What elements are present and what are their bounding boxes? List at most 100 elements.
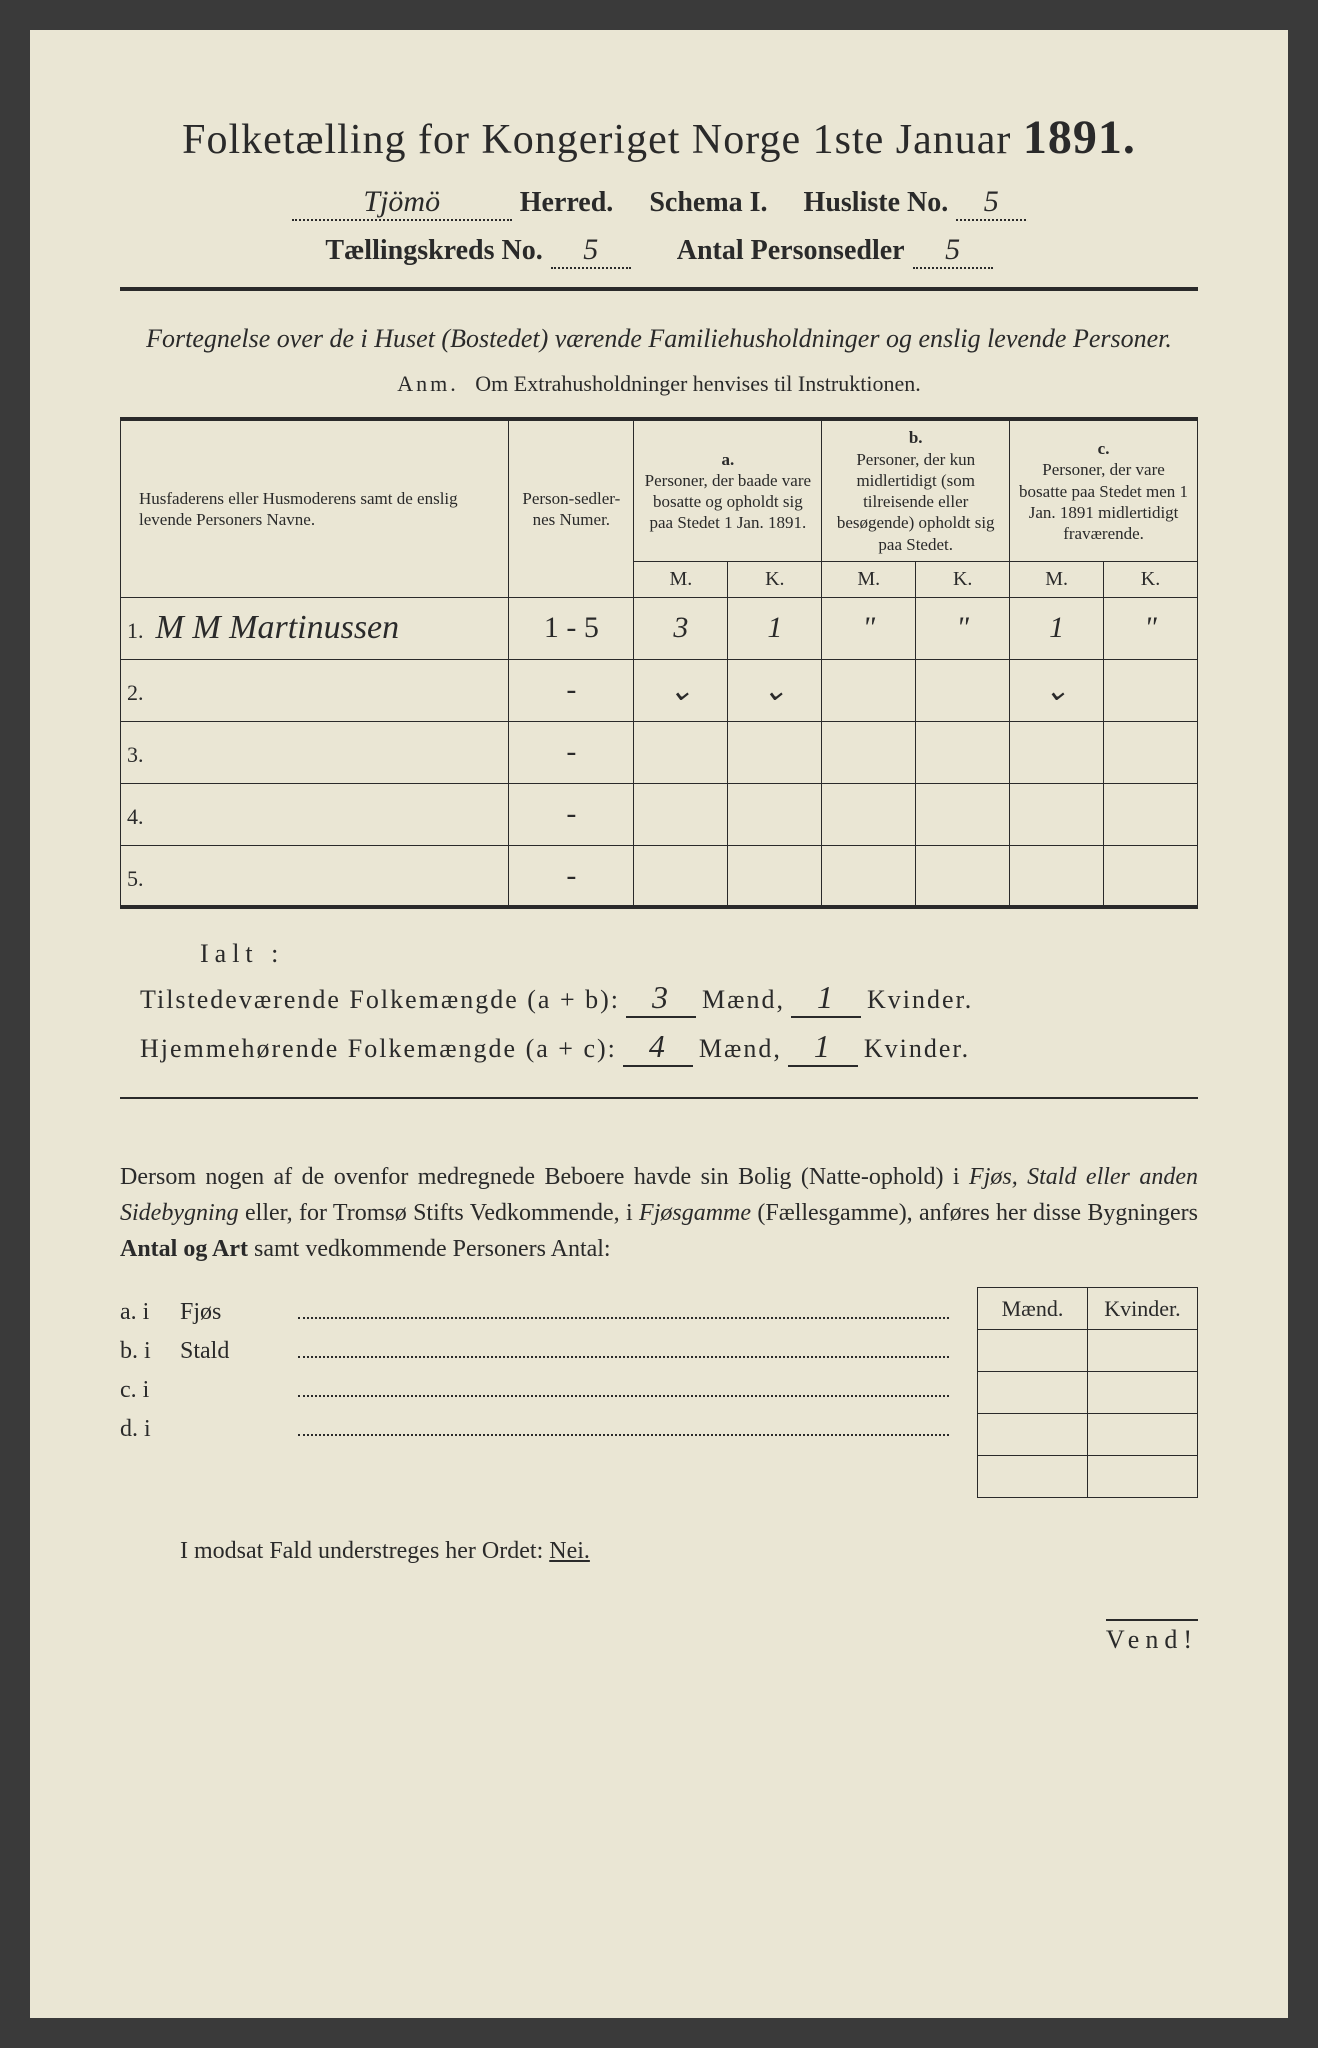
cell-bM (822, 845, 916, 907)
cell-bM (822, 659, 916, 721)
husliste-value: 5 (956, 185, 1026, 221)
rule-1 (120, 287, 1198, 291)
herred-label: Herred. (520, 187, 614, 219)
nei-prefix: I modsat Fald understreges her Ordet: (180, 1538, 549, 1564)
vend: Vend! (120, 1625, 1198, 1655)
th-cM: M. (1010, 561, 1104, 597)
totals-1-M: 3 (626, 979, 696, 1018)
ialt-label: Ialt : (200, 939, 1198, 969)
cell-name: 3. (121, 721, 509, 783)
table-row: 3.- (121, 721, 1198, 783)
totals-line-2: Hjemmehørende Folkemængde (a + c): 4 Mæn… (140, 1028, 1198, 1067)
cell-bM (822, 721, 916, 783)
th-cK: K. (1104, 561, 1198, 597)
cell-cK (1104, 721, 1198, 783)
header-line-2: Tællingskreds No. 5 Antal Personsedler 5 (120, 233, 1198, 269)
husliste-label: Husliste No. (804, 187, 949, 219)
th-b-label: b. (828, 427, 1003, 448)
th-name: Husfaderens eller Husmoderens samt de en… (121, 419, 509, 597)
mk-c-K (1088, 1414, 1198, 1456)
totals-2-K: 1 (788, 1028, 858, 1067)
cell-numer: - (509, 721, 634, 783)
cell-bK (916, 659, 1010, 721)
ialt-text: Ialt : (200, 939, 284, 968)
totals-2-label: Hjemmehørende Folkemængde (a + c): (140, 1034, 617, 1064)
herred-value: Tjömö (292, 185, 512, 221)
th-a: a. Personer, der baade vare bosatte og o… (634, 419, 822, 561)
cell-aK: 1 (728, 597, 822, 659)
title-year: 1891. (1023, 111, 1136, 164)
cell-aM: ⌄ (634, 659, 728, 721)
nei-word: Nei. (549, 1538, 590, 1564)
cell-cK: " (1104, 597, 1198, 659)
th-a-text: Personer, der baade vare bosatte og opho… (640, 470, 815, 534)
th-bM: M. (822, 561, 916, 597)
cell-bK (916, 721, 1010, 783)
totals-2-kvinder: Kvinder. (864, 1034, 970, 1064)
table-row: 5.- (121, 845, 1198, 907)
nei-line: I modsat Fald understreges her Ordet: Ne… (180, 1538, 1198, 1565)
totals-line-1: Tilstedeværende Folkemængde (a + b): 3 M… (140, 979, 1198, 1018)
mk-a-M (978, 1330, 1088, 1372)
cell-numer: 1 - 5 (509, 597, 634, 659)
sidebygning-row: c. i (120, 1377, 957, 1404)
anm-prefix: Anm. (397, 371, 459, 396)
sidebygning-paragraph: Dersom nogen af de ovenfor medregnede Be… (120, 1159, 1198, 1267)
cell-numer: - (509, 659, 634, 721)
mk-d-K (1088, 1456, 1198, 1498)
cell-aM: 3 (634, 597, 728, 659)
kreds-label: Tællingskreds No. (325, 235, 542, 267)
cell-aM (634, 845, 728, 907)
mk-c-M (978, 1414, 1088, 1456)
th-aM: M. (634, 561, 728, 597)
subtitle: Fortegnelse over de i Huset (Bostedet) v… (120, 321, 1198, 357)
kreds-value: 5 (551, 233, 631, 269)
mk-th-K: Kvinder. (1088, 1288, 1198, 1330)
cell-aK (728, 783, 822, 845)
sidebygning-row: b. iStald (120, 1338, 957, 1365)
anm-line: Anm. Om Extrahusholdninger henvises til … (120, 371, 1198, 397)
cell-cM (1010, 721, 1104, 783)
title-prefix: Folketælling for Kongeriget Norge 1ste J… (182, 117, 1011, 163)
cell-numer: - (509, 845, 634, 907)
cell-cK (1104, 783, 1198, 845)
totals-2-maend: Mænd, (699, 1034, 782, 1064)
cell-bK (916, 783, 1010, 845)
cell-cM: ⌄ (1010, 659, 1104, 721)
header-line-1: Tjömö Herred. Schema I. Husliste No. 5 (120, 185, 1198, 221)
cell-cM: 1 (1010, 597, 1104, 659)
table-row: 1.M M Martinussen1 - 531""1" (121, 597, 1198, 659)
cell-cM (1010, 783, 1104, 845)
cell-cK (1104, 845, 1198, 907)
cell-aK (728, 721, 822, 783)
cell-aM (634, 783, 728, 845)
totals-1-label: Tilstedeværende Folkemængde (a + b): (140, 985, 620, 1015)
page-title: Folketælling for Kongeriget Norge 1ste J… (120, 110, 1198, 165)
th-numer: Person-sedler-nes Numer. (509, 419, 634, 597)
cell-aM (634, 721, 728, 783)
cell-name: 2. (121, 659, 509, 721)
mk-th-M: Mænd. (978, 1288, 1088, 1330)
sidebygning-row: a. iFjøs (120, 1299, 957, 1326)
totals-2-M: 4 (623, 1028, 693, 1067)
th-b-text: Personer, der kun midlertidigt (som tilr… (828, 449, 1003, 555)
cell-bK: " (916, 597, 1010, 659)
cell-cK (1104, 659, 1198, 721)
personsedler-value: 5 (913, 233, 993, 269)
anm-text: Om Extrahusholdninger henvises til Instr… (475, 371, 920, 396)
schema-label: Schema I. (649, 187, 767, 219)
cell-bM: " (822, 597, 916, 659)
mk-b-K (1088, 1372, 1198, 1414)
rule-2 (120, 1097, 1198, 1099)
table-row: 4.- (121, 783, 1198, 845)
cell-bM (822, 783, 916, 845)
th-b: b. Personer, der kun midlertidigt (som t… (822, 419, 1010, 561)
sidebygning-row: d. i (120, 1416, 957, 1443)
cell-cM (1010, 845, 1104, 907)
cell-aK (728, 845, 822, 907)
cell-name: 4. (121, 783, 509, 845)
cell-bK (916, 845, 1010, 907)
census-form-page: Folketælling for Kongeriget Norge 1ste J… (30, 30, 1288, 2018)
mk-table: Mænd. Kvinder. (977, 1287, 1198, 1498)
totals-1-K: 1 (791, 979, 861, 1018)
